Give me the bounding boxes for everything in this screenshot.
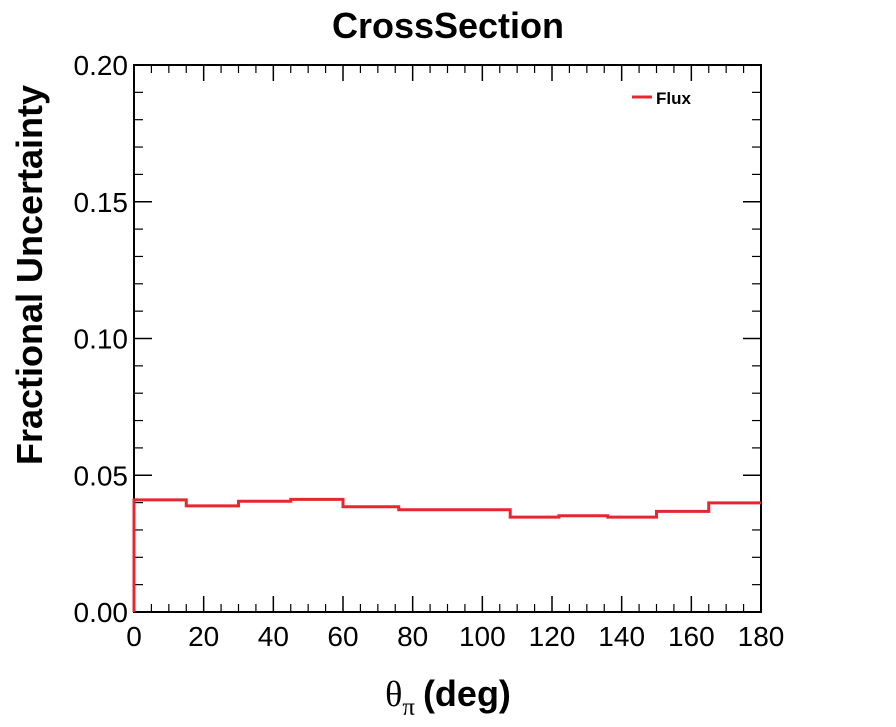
- x-axis-label-subscript: π: [402, 694, 415, 721]
- x-axis-tick-labels: 0 20 40 60 80 100 120 140 160 180: [126, 621, 784, 652]
- x-tick-label: 120: [529, 621, 576, 652]
- x-axis-label: θπ (deg): [385, 673, 511, 721]
- x-tick-label: 40: [258, 621, 289, 652]
- x-tick-label: 60: [327, 621, 358, 652]
- x-tick-label: 80: [397, 621, 428, 652]
- y-tick-label: 0.05: [74, 460, 129, 491]
- chart-title: CrossSection: [332, 5, 564, 46]
- x-tick-label: 180: [738, 621, 785, 652]
- x-tick-label: 100: [459, 621, 506, 652]
- legend: Flux: [632, 89, 691, 108]
- series-layer: [132, 497, 761, 612]
- x-tick-label: 140: [598, 621, 645, 652]
- y-tick-label: 0.00: [74, 597, 129, 628]
- legend-label-flux: Flux: [656, 89, 691, 108]
- x-tick-label: 160: [668, 621, 715, 652]
- x-axis-label-symbol: θ: [385, 674, 402, 714]
- x-axis-ticks: [133, 65, 762, 612]
- y-axis-tick-labels: 0.00 0.05 0.10 0.15 0.20: [74, 50, 129, 628]
- series-line-flux: [132, 497, 761, 612]
- x-tick-label: 0: [126, 621, 142, 652]
- x-tick-label: 20: [188, 621, 219, 652]
- plot-frame: [133, 64, 762, 613]
- y-tick-label: 0.10: [74, 324, 129, 355]
- y-tick-label: 0.20: [74, 50, 129, 81]
- y-tick-label: 0.15: [74, 187, 129, 218]
- x-axis-label-unit: (deg): [423, 673, 511, 714]
- y-axis-ticks: [134, 64, 761, 613]
- y-axis-label: Fractional Uncertainty: [9, 85, 50, 465]
